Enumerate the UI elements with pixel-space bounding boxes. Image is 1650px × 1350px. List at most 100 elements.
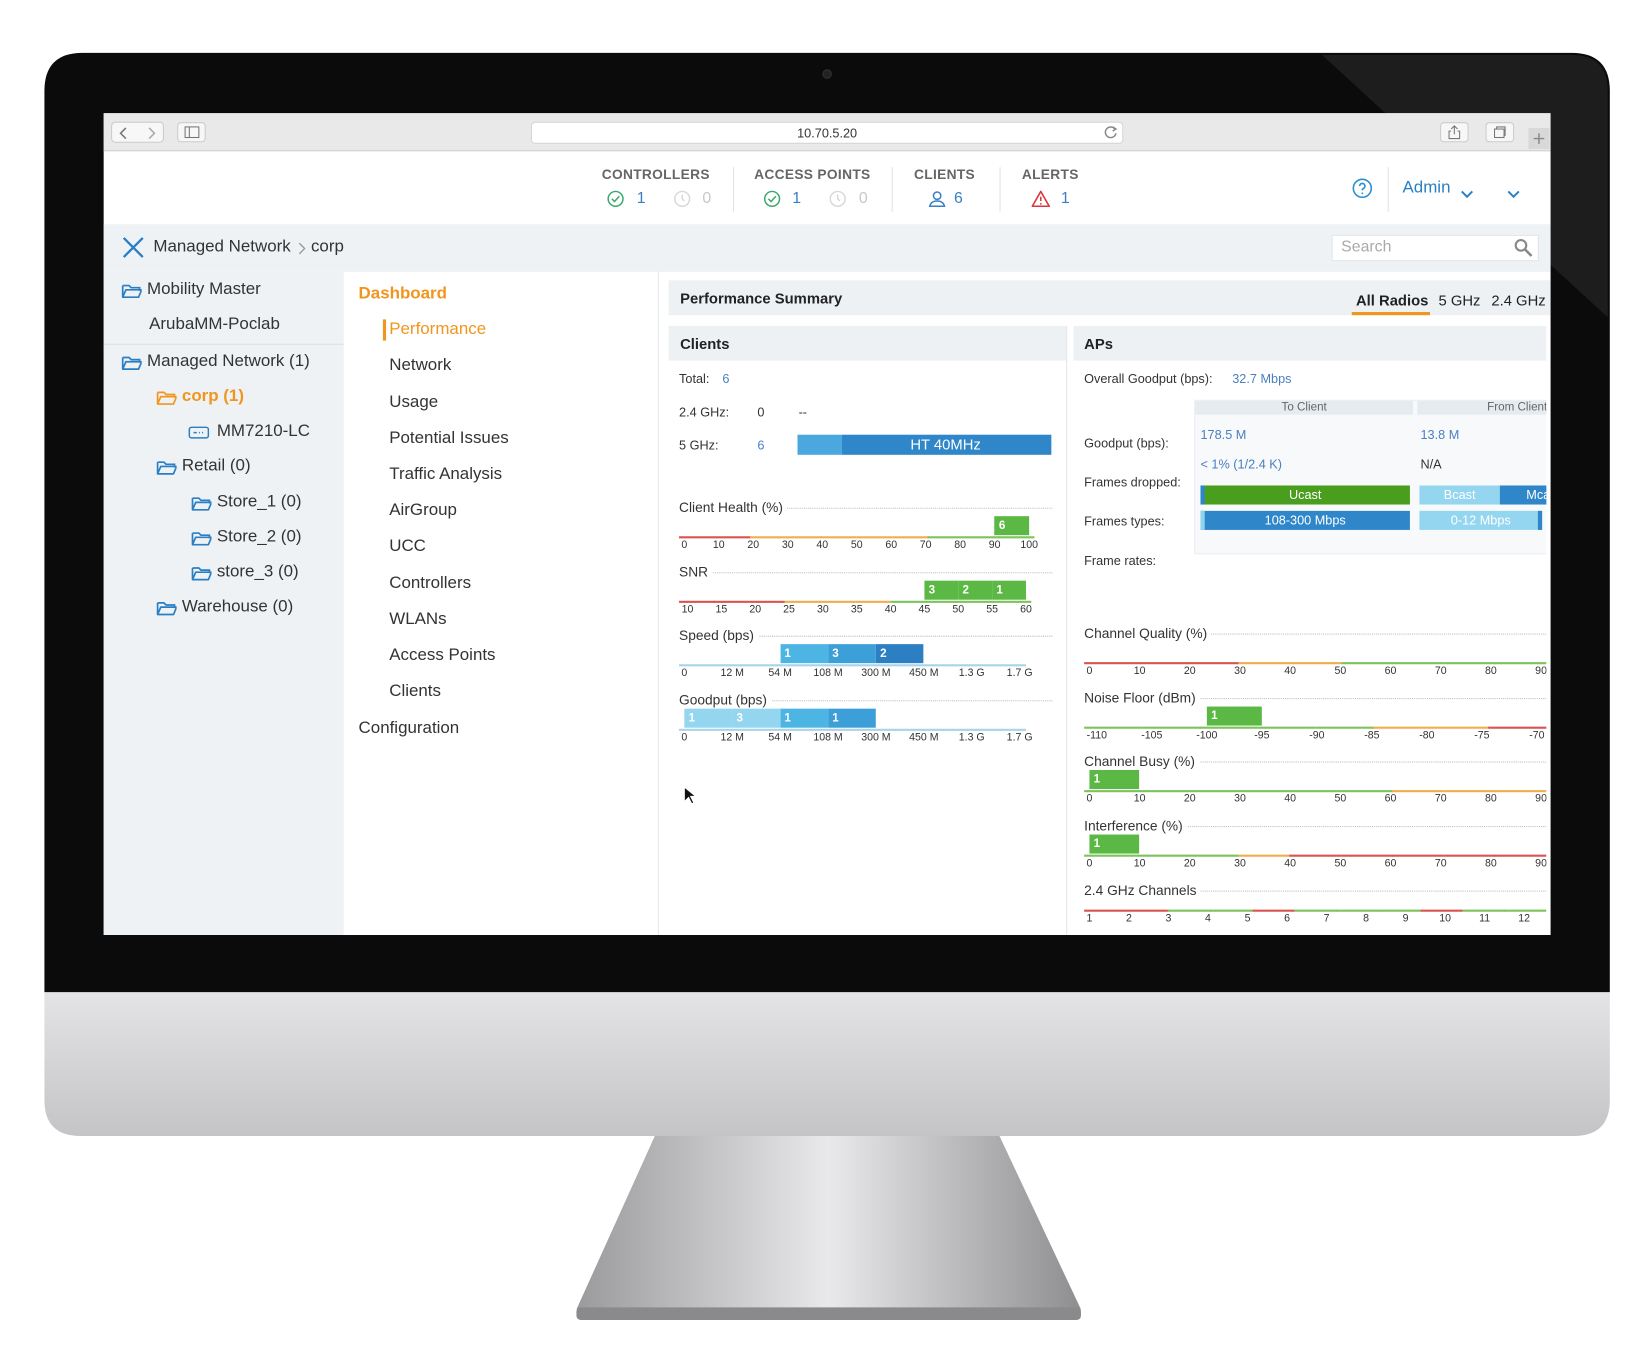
search-placeholder[interactable]: Search [1341, 237, 1392, 256]
nav-item[interactable]: Clients [389, 682, 441, 701]
tick-label: 300 M [861, 667, 891, 680]
nav-item[interactable]: Controllers [389, 574, 472, 593]
breadcrumb[interactable]: Managed Network [153, 237, 291, 256]
type-label: Mcast [1526, 487, 1546, 503]
user-menu[interactable]: Admin [1402, 178, 1451, 197]
breadcrumb[interactable]: corp [310, 237, 344, 256]
baseline [749, 600, 786, 603]
tick-label: 5 [1244, 912, 1251, 925]
tree-item[interactable]: Managed Network (1) [147, 352, 310, 371]
folder-icon-glyph [121, 284, 143, 298]
nav-item[interactable]: AirGroup [389, 501, 457, 520]
chart-title: Channel Quality (%) [1084, 622, 1212, 645]
type-bar [1200, 485, 1410, 505]
row-label: Frames dropped: [1084, 474, 1181, 490]
tree-item[interactable]: MM7210-LC [216, 422, 310, 441]
tick-label: 20 [749, 603, 762, 616]
tick-label: 2 [1126, 912, 1132, 925]
ok-icon [607, 190, 624, 207]
stat-up[interactable]: 1 [636, 189, 646, 208]
bar-count: 1 [784, 711, 791, 725]
chevron [1461, 185, 1474, 199]
bar [780, 644, 829, 664]
nav-footer[interactable]: Configuration [358, 719, 460, 738]
row-value: 0 [757, 405, 765, 420]
tab[interactable]: All Radios [1355, 291, 1429, 309]
rate-label: 108-300 Mbps [1264, 512, 1346, 528]
nav-item[interactable]: UCC [389, 537, 426, 556]
tick-label: 40 [1284, 857, 1297, 870]
nav-item[interactable]: Usage [389, 393, 439, 412]
alert-icon-glyph [1031, 190, 1051, 208]
reload-button[interactable] [1103, 125, 1118, 140]
chin [44, 992, 1610, 1136]
tick-label: 1.7 G [1006, 731, 1033, 744]
tick-label: 54 M [768, 667, 792, 680]
nav-item[interactable]: Potential Issues [389, 429, 509, 448]
baseline [1340, 790, 1393, 793]
tick-label: 30 [817, 603, 829, 616]
tab[interactable]: 5 GHz [1438, 291, 1481, 309]
tick-label: 50 [1334, 665, 1347, 677]
share-button[interactable] [1440, 122, 1470, 143]
title-rule [679, 507, 1053, 509]
bar-count: 3 [928, 583, 936, 597]
nav-section[interactable]: Dashboard [358, 284, 447, 303]
close-button[interactable] [122, 236, 145, 259]
forward-button[interactable] [146, 126, 157, 140]
stat-value[interactable]: 1 [1060, 189, 1070, 208]
stat-value[interactable]: 6 [954, 189, 963, 208]
tree-item[interactable]: Store_1 (0) [216, 492, 302, 511]
baseline [1238, 854, 1291, 857]
device-icon [188, 425, 210, 439]
title-rule [679, 635, 1053, 637]
back-button[interactable] [118, 126, 129, 140]
tick-label: 8 [1363, 912, 1369, 925]
user-icon [928, 190, 947, 207]
baseline [714, 536, 751, 539]
nav-item[interactable]: Performance [389, 320, 487, 339]
tick-label: -75 [1474, 729, 1490, 742]
search-icon[interactable] [1514, 238, 1533, 257]
baseline [1336, 909, 1379, 912]
folder-icon [155, 598, 178, 616]
tabs-button[interactable] [1485, 122, 1515, 143]
tree-item[interactable]: ArubaMM-Poclab [149, 315, 280, 334]
tick-label: 40 [1284, 665, 1297, 677]
baseline [1084, 790, 1137, 793]
nav-item[interactable]: Access Points [389, 646, 496, 665]
band-bar [797, 434, 842, 455]
tick-label: 10 [681, 603, 694, 616]
bar [994, 516, 1030, 536]
stat-label: ACCESS POINTS [754, 166, 871, 182]
folder-icon [190, 528, 213, 546]
down-icon-glyph [829, 190, 846, 207]
baseline [1289, 854, 1342, 857]
url[interactable]: 10.70.5.20 [797, 125, 858, 141]
tree-item[interactable]: Retail (0) [181, 456, 251, 475]
stat-up[interactable]: 1 [792, 189, 802, 208]
breadcrumb-sep-glyph [298, 242, 306, 255]
tick-label: 1 [1086, 912, 1093, 925]
tree-item[interactable]: Mobility Master [147, 280, 261, 299]
tree-item[interactable]: corp (1) [181, 387, 244, 406]
tree-item[interactable]: store_3 (0) [216, 562, 299, 581]
nav-item[interactable]: Network [389, 356, 452, 375]
tick-label: 50 [1334, 857, 1347, 870]
tick-label: 30 [1234, 665, 1246, 677]
tick-label: -80 [1419, 729, 1435, 742]
bar [958, 580, 993, 600]
tab[interactable]: 2.4 GHz [1491, 291, 1546, 309]
sidebar-button[interactable] [177, 122, 207, 143]
nav-item[interactable]: Traffic Analysis [389, 465, 503, 484]
bar-count: 1 [996, 583, 1003, 597]
new-tab-button[interactable] [1528, 127, 1550, 150]
tree-item[interactable]: Warehouse (0) [181, 597, 294, 616]
title-rule [1084, 698, 1547, 700]
help-icon[interactable] [1352, 178, 1373, 199]
tick-label: 40 [884, 603, 897, 616]
expand-button[interactable] [1507, 185, 1520, 199]
tree-item[interactable]: Store_2 (0) [216, 527, 302, 546]
nav-item[interactable]: WLANs [389, 610, 447, 629]
